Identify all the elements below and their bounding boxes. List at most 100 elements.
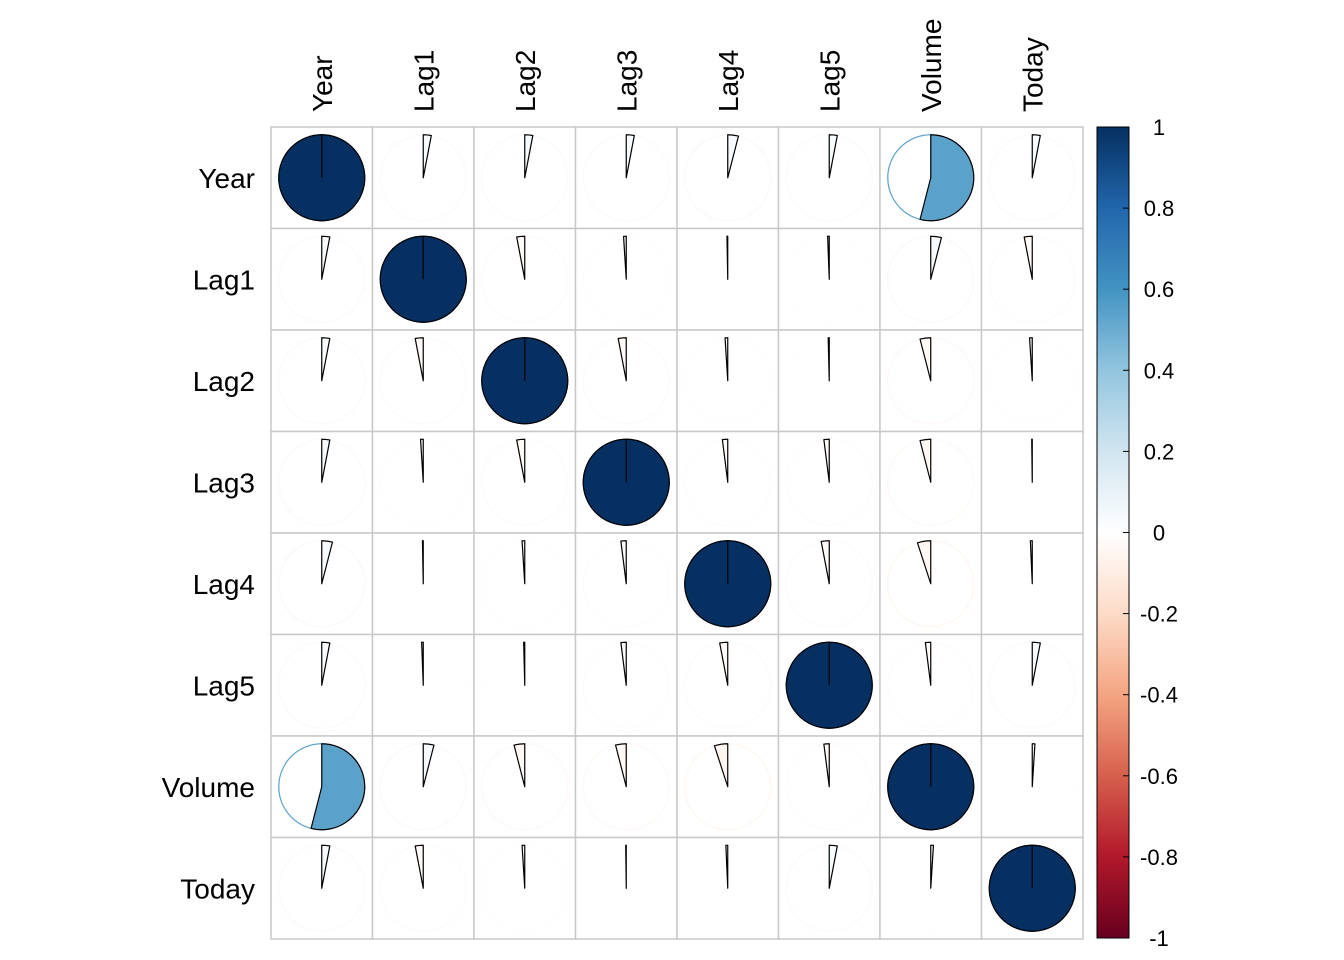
pie-slice: [719, 641, 729, 686]
cell-lag3-lag2: [473, 430, 577, 534]
pie-slice: [321, 337, 331, 382]
cell-lag2-year: [270, 329, 374, 433]
cell-lag2-lag4: [676, 329, 780, 433]
cell-year-lag2: [473, 126, 577, 230]
pie-slice: [725, 844, 729, 889]
row-label: Lag1: [193, 264, 255, 295]
cell-year-lag3: [574, 126, 678, 230]
row-label: Lag3: [193, 467, 255, 498]
pie-slice: [625, 134, 635, 179]
row-label: Lag5: [193, 670, 255, 701]
pie-slice: [622, 235, 627, 280]
pie-slice: [321, 438, 331, 483]
pie-slice: [820, 540, 830, 585]
pie-slice: [516, 235, 526, 280]
cell-volume-lag5: [777, 735, 881, 839]
cell-lag4-volume: [879, 532, 983, 636]
cell-volume-lag3: [574, 735, 678, 839]
cell-lag1-lag1: [371, 227, 475, 331]
pie-slice: [823, 743, 830, 788]
cell-lag3-lag1: [371, 430, 475, 534]
cell-lag4-lag3: [574, 532, 678, 636]
cell-today-year: [270, 836, 374, 940]
cell-lag2-lag5: [777, 329, 881, 433]
cell-lag5-lag5: [777, 633, 881, 737]
pie-slice: [713, 743, 729, 788]
pie-slice: [828, 134, 838, 179]
colorbar-tick-label: -0.2: [1140, 602, 1178, 627]
colorbar-tick-label: -0.4: [1140, 683, 1178, 708]
row-labels: Year Lag1 Lag2 Lag3 Lag4 Lag5 Volume Today: [162, 163, 255, 905]
pie-slice: [513, 743, 526, 788]
cell-lag5-lag1: [371, 633, 475, 737]
cell-lag5-today: [980, 633, 1084, 737]
cell-volume-year: [270, 735, 374, 839]
pie-slice: [724, 337, 729, 382]
pie-slice: [924, 641, 932, 686]
pie-slice: [521, 540, 526, 585]
cell-volume-lag1: [371, 735, 475, 839]
pie-slice: [727, 134, 740, 179]
pie-slice: [617, 337, 627, 382]
pie-slice: [1031, 743, 1036, 788]
cell-lag1-lag5: [777, 227, 881, 331]
pie-slice: [827, 337, 830, 382]
pie-slice: [421, 641, 424, 686]
row-label: Today: [180, 873, 255, 904]
cell-lag2-lag2: [473, 329, 577, 433]
pie-slice: [1028, 337, 1033, 382]
pie-slice: [620, 540, 627, 585]
pie-slice: [419, 438, 424, 483]
column-label: Year: [307, 55, 338, 112]
cell-lag4-today: [980, 532, 1084, 636]
cell-volume-volume: [879, 735, 983, 839]
cell-today-volume: [879, 836, 983, 940]
pie-slice: [625, 844, 627, 889]
pie-slice: [726, 235, 729, 280]
pie-slice: [321, 235, 331, 280]
pie-slice: [321, 844, 331, 889]
cell-lag4-lag1: [371, 532, 475, 636]
cell-today-today: [980, 836, 1084, 940]
pie-slice: [421, 540, 424, 585]
pie-slice: [516, 438, 526, 483]
cell-lag4-year: [270, 532, 374, 636]
pie-slice: [321, 540, 334, 585]
cell-today-lag3: [574, 836, 678, 940]
color-legend: 1 0.8 0.6 0.4 0.2 0 -0.2 -0.4 -0.6 -0.8 -1: [1096, 115, 1178, 951]
pie-slice: [919, 337, 932, 382]
cell-lag3-lag5: [777, 430, 881, 534]
cell-lag1-volume: [879, 227, 983, 331]
colorbar-tick-label: 0.6: [1144, 277, 1175, 302]
cell-today-lag5: [777, 836, 881, 940]
cell-today-lag1: [371, 836, 475, 940]
cell-lag1-lag4: [676, 227, 780, 331]
pie-slice: [414, 844, 424, 889]
cell-lag1-today: [980, 227, 1084, 331]
row-label: Year: [198, 163, 255, 194]
pie-slice: [827, 235, 830, 280]
column-label: Volume: [916, 19, 947, 112]
cell-year-lag1: [371, 126, 475, 230]
cell-lag4-lag4: [676, 532, 780, 636]
pie-slice: [422, 743, 435, 788]
pie-slice: [1023, 235, 1033, 280]
cell-lag3-volume: [879, 430, 983, 534]
column-label: Lag1: [408, 50, 439, 112]
cell-lag3-today: [980, 430, 1084, 534]
pie-slice: [310, 743, 366, 831]
cell-lag4-lag2: [473, 532, 577, 636]
pie-slice: [521, 844, 526, 889]
colorbar-tick-label: -0.6: [1140, 764, 1178, 789]
column-labels: Year Lag1 Lag2 Lag3 Lag4 Lag5 Volume Today: [307, 19, 1049, 112]
colorbar-tick-label: -0.8: [1140, 845, 1178, 870]
cell-lag3-lag3: [574, 430, 678, 534]
cell-year-lag4: [676, 126, 780, 230]
cell-volume-lag2: [473, 735, 577, 839]
cell-lag1-lag2: [473, 227, 577, 331]
cell-lag2-lag1: [371, 329, 475, 433]
pie-slice: [1031, 134, 1041, 179]
pie-slice: [1031, 438, 1033, 483]
cell-year-lag5: [777, 126, 881, 230]
